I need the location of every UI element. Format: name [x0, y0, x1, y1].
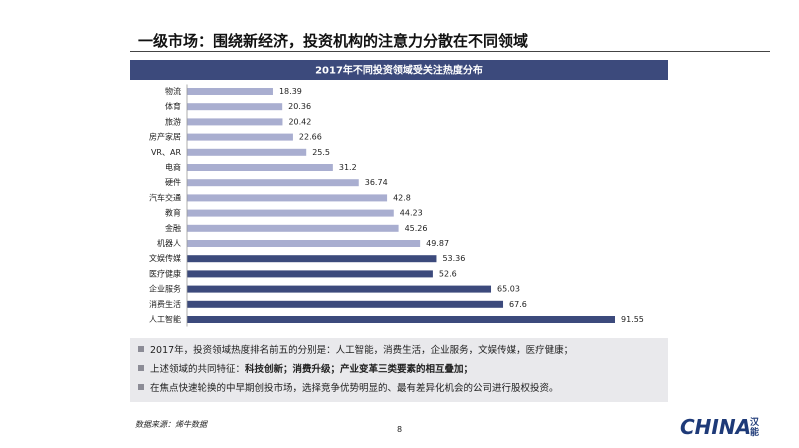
- category-label: 医疗健康: [149, 268, 181, 278]
- category-label: 房产家居: [149, 132, 181, 142]
- category-label: 教育: [165, 208, 181, 218]
- bar: [187, 240, 421, 247]
- value-label: 49.87: [426, 239, 449, 248]
- value-label: 45.26: [405, 224, 428, 233]
- bar: [187, 300, 504, 308]
- note-text: 2017年，投资领域热度排名前五的分别是：人工智能，消费生活，企业服务，文娱传媒…: [150, 345, 574, 356]
- logo-cn: 汉能: [750, 418, 760, 438]
- category-label: 消费生活: [149, 299, 181, 309]
- bar: [187, 270, 433, 278]
- bar: [187, 148, 307, 156]
- bar: [187, 164, 333, 171]
- bar: [187, 133, 293, 141]
- bar: [187, 285, 492, 293]
- category-label: VR、AR: [151, 148, 182, 157]
- category-label: 物流: [165, 86, 181, 96]
- category-label: 金融: [165, 223, 181, 233]
- chart-title: 2017年不同投资领域受关注热度分布: [315, 64, 483, 77]
- slide-title: 一级市场：围绕新经济，投资机构的注意力分散在不同领域: [138, 32, 529, 50]
- page-number: 8: [397, 425, 403, 434]
- note-text: 在焦点快速轮换的中早期创投市场，选择竞争优势明显的、最有差异化机会的公司进行股权…: [150, 383, 559, 394]
- category-label: 硬件: [165, 177, 181, 187]
- value-label: 65.03: [497, 285, 520, 294]
- note: 在焦点快速轮换的中早期创投市场，选择竞争优势明显的、最有差异化机会的公司进行股权…: [138, 379, 668, 398]
- source: 数据来源：烯牛数据: [135, 420, 207, 429]
- value-label: 52.6: [439, 269, 457, 278]
- note-bold: 科技创新；消费升级；产业变革三类要素的相互叠加；: [245, 364, 474, 375]
- value-label: 20.42: [288, 117, 311, 126]
- notes-box: 2017年，投资领域热度排名前五的分别是：人工智能，消费生活，企业服务，文娱传媒…: [130, 338, 668, 402]
- title-rule: [130, 51, 770, 52]
- value-label: 20.36: [288, 102, 311, 111]
- category-label: 机器人: [157, 238, 181, 248]
- note-text: 上述领域的共同特征：: [150, 364, 246, 375]
- note: 上述领域的共同特征：科技创新；消费升级；产业变革三类要素的相互叠加；: [138, 360, 668, 379]
- chart-title-bg: [130, 60, 668, 80]
- bar: [187, 103, 283, 111]
- bar: [187, 255, 437, 263]
- logo: CHINA: [680, 415, 752, 439]
- value-label: 18.39: [279, 87, 302, 96]
- bar: [187, 118, 283, 126]
- category-label: 文娱传媒: [149, 253, 181, 263]
- bar: [187, 194, 388, 202]
- value-label: 42.8: [393, 193, 411, 202]
- value-label: 44.23: [400, 209, 423, 218]
- category-label: 旅游: [165, 116, 181, 126]
- value-label: 25.5: [312, 148, 330, 157]
- bar: [187, 316, 615, 323]
- value-label: 91.55: [621, 315, 644, 324]
- bar: [187, 209, 394, 217]
- value-label: 22.66: [299, 133, 322, 142]
- bar: [187, 179, 359, 187]
- value-label: 36.74: [365, 178, 388, 187]
- value-label: 31.2: [339, 163, 357, 172]
- category-label: 企业服务: [149, 284, 181, 294]
- value-label: 67.6: [509, 300, 527, 309]
- category-label: 人工智能: [149, 314, 181, 324]
- category-label: 汽车交通: [149, 192, 181, 202]
- bar: [187, 88, 273, 95]
- bar: [187, 224, 399, 232]
- category-label: 电商: [165, 162, 181, 172]
- category-label: 体育: [165, 101, 181, 111]
- value-label: 53.36: [442, 254, 465, 263]
- note: 2017年，投资领域热度排名前五的分别是：人工智能，消费生活，企业服务，文娱传媒…: [138, 341, 668, 360]
